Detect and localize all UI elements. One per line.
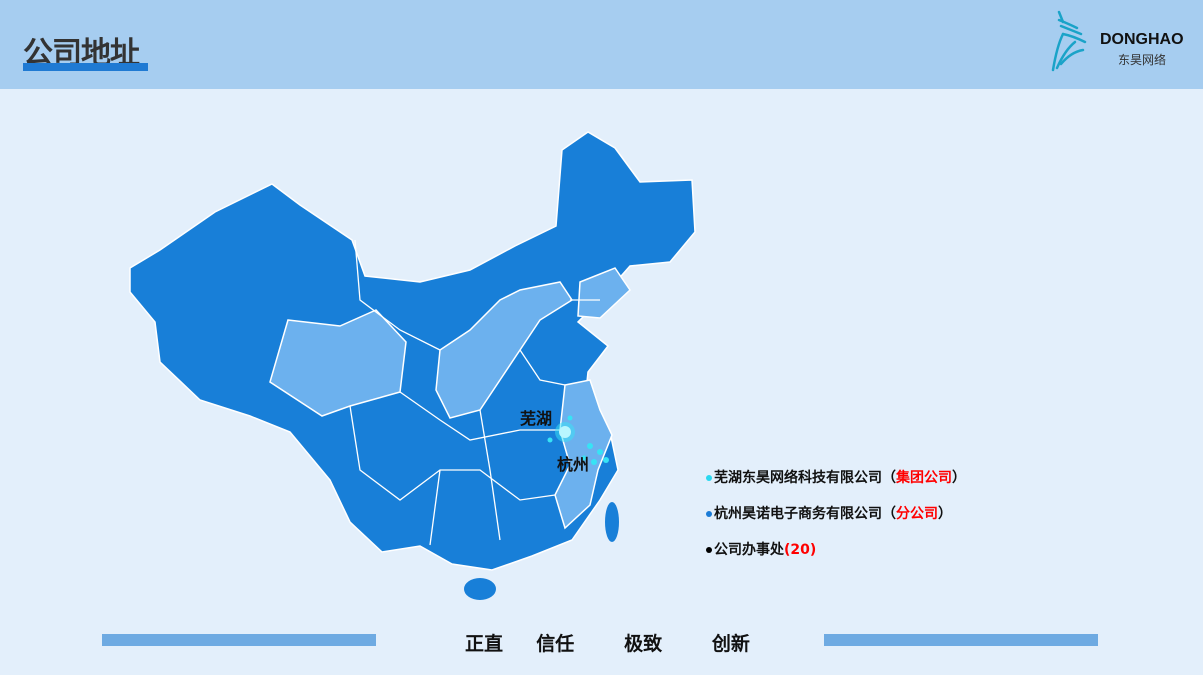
city-label-hangzhou: 杭州 [557,455,590,474]
logo-subtext: 东昊网络 [1118,53,1167,67]
legend-tag: 集团公司 [896,470,952,486]
hainan-island [464,578,496,600]
legend-label: 公司办事处 [714,542,784,558]
taiwan-island [605,502,619,542]
paren: ） [952,470,966,486]
footer-bar-right [824,634,1098,646]
paren: （ [882,506,896,522]
paren: ( [784,542,791,558]
bullet-icon [706,547,712,553]
logo-text: DONGHAO [1100,31,1184,48]
province-borders [349,239,600,546]
china-mainland [129,131,696,571]
donghao-logo-icon [1051,10,1087,72]
paren: ） [938,506,952,522]
title-underline [23,63,148,71]
footer-motto: 正直 信任 极致 创新 [465,633,750,655]
footer-bar-left [102,634,376,646]
legend-item-hangzhou: 杭州昊诺电子商务有限公司（分公司） [706,503,952,523]
paren: ) [809,542,817,558]
legend-item-wuhu: 芜湖东昊网络科技有限公司（集团公司） [706,467,966,487]
legend-tag: 20 [790,542,810,558]
hangzhou-marker [581,443,609,465]
bullet-icon [706,511,712,517]
legend-tag: 分公司 [896,506,938,522]
legend-label: 芜湖东昊网络科技有限公司 [714,470,882,486]
wuhu-marker [547,415,575,443]
paren: （ [882,470,896,486]
bullet-icon [706,475,712,481]
city-label-wuhu: 芜湖 [520,409,553,428]
header: 公司地址 DONGHAO 东昊网络 [0,0,1203,89]
legend-item-offices: 公司办事处(20) [706,539,816,559]
legend-label: 杭州昊诺电子商务有限公司 [714,506,882,522]
